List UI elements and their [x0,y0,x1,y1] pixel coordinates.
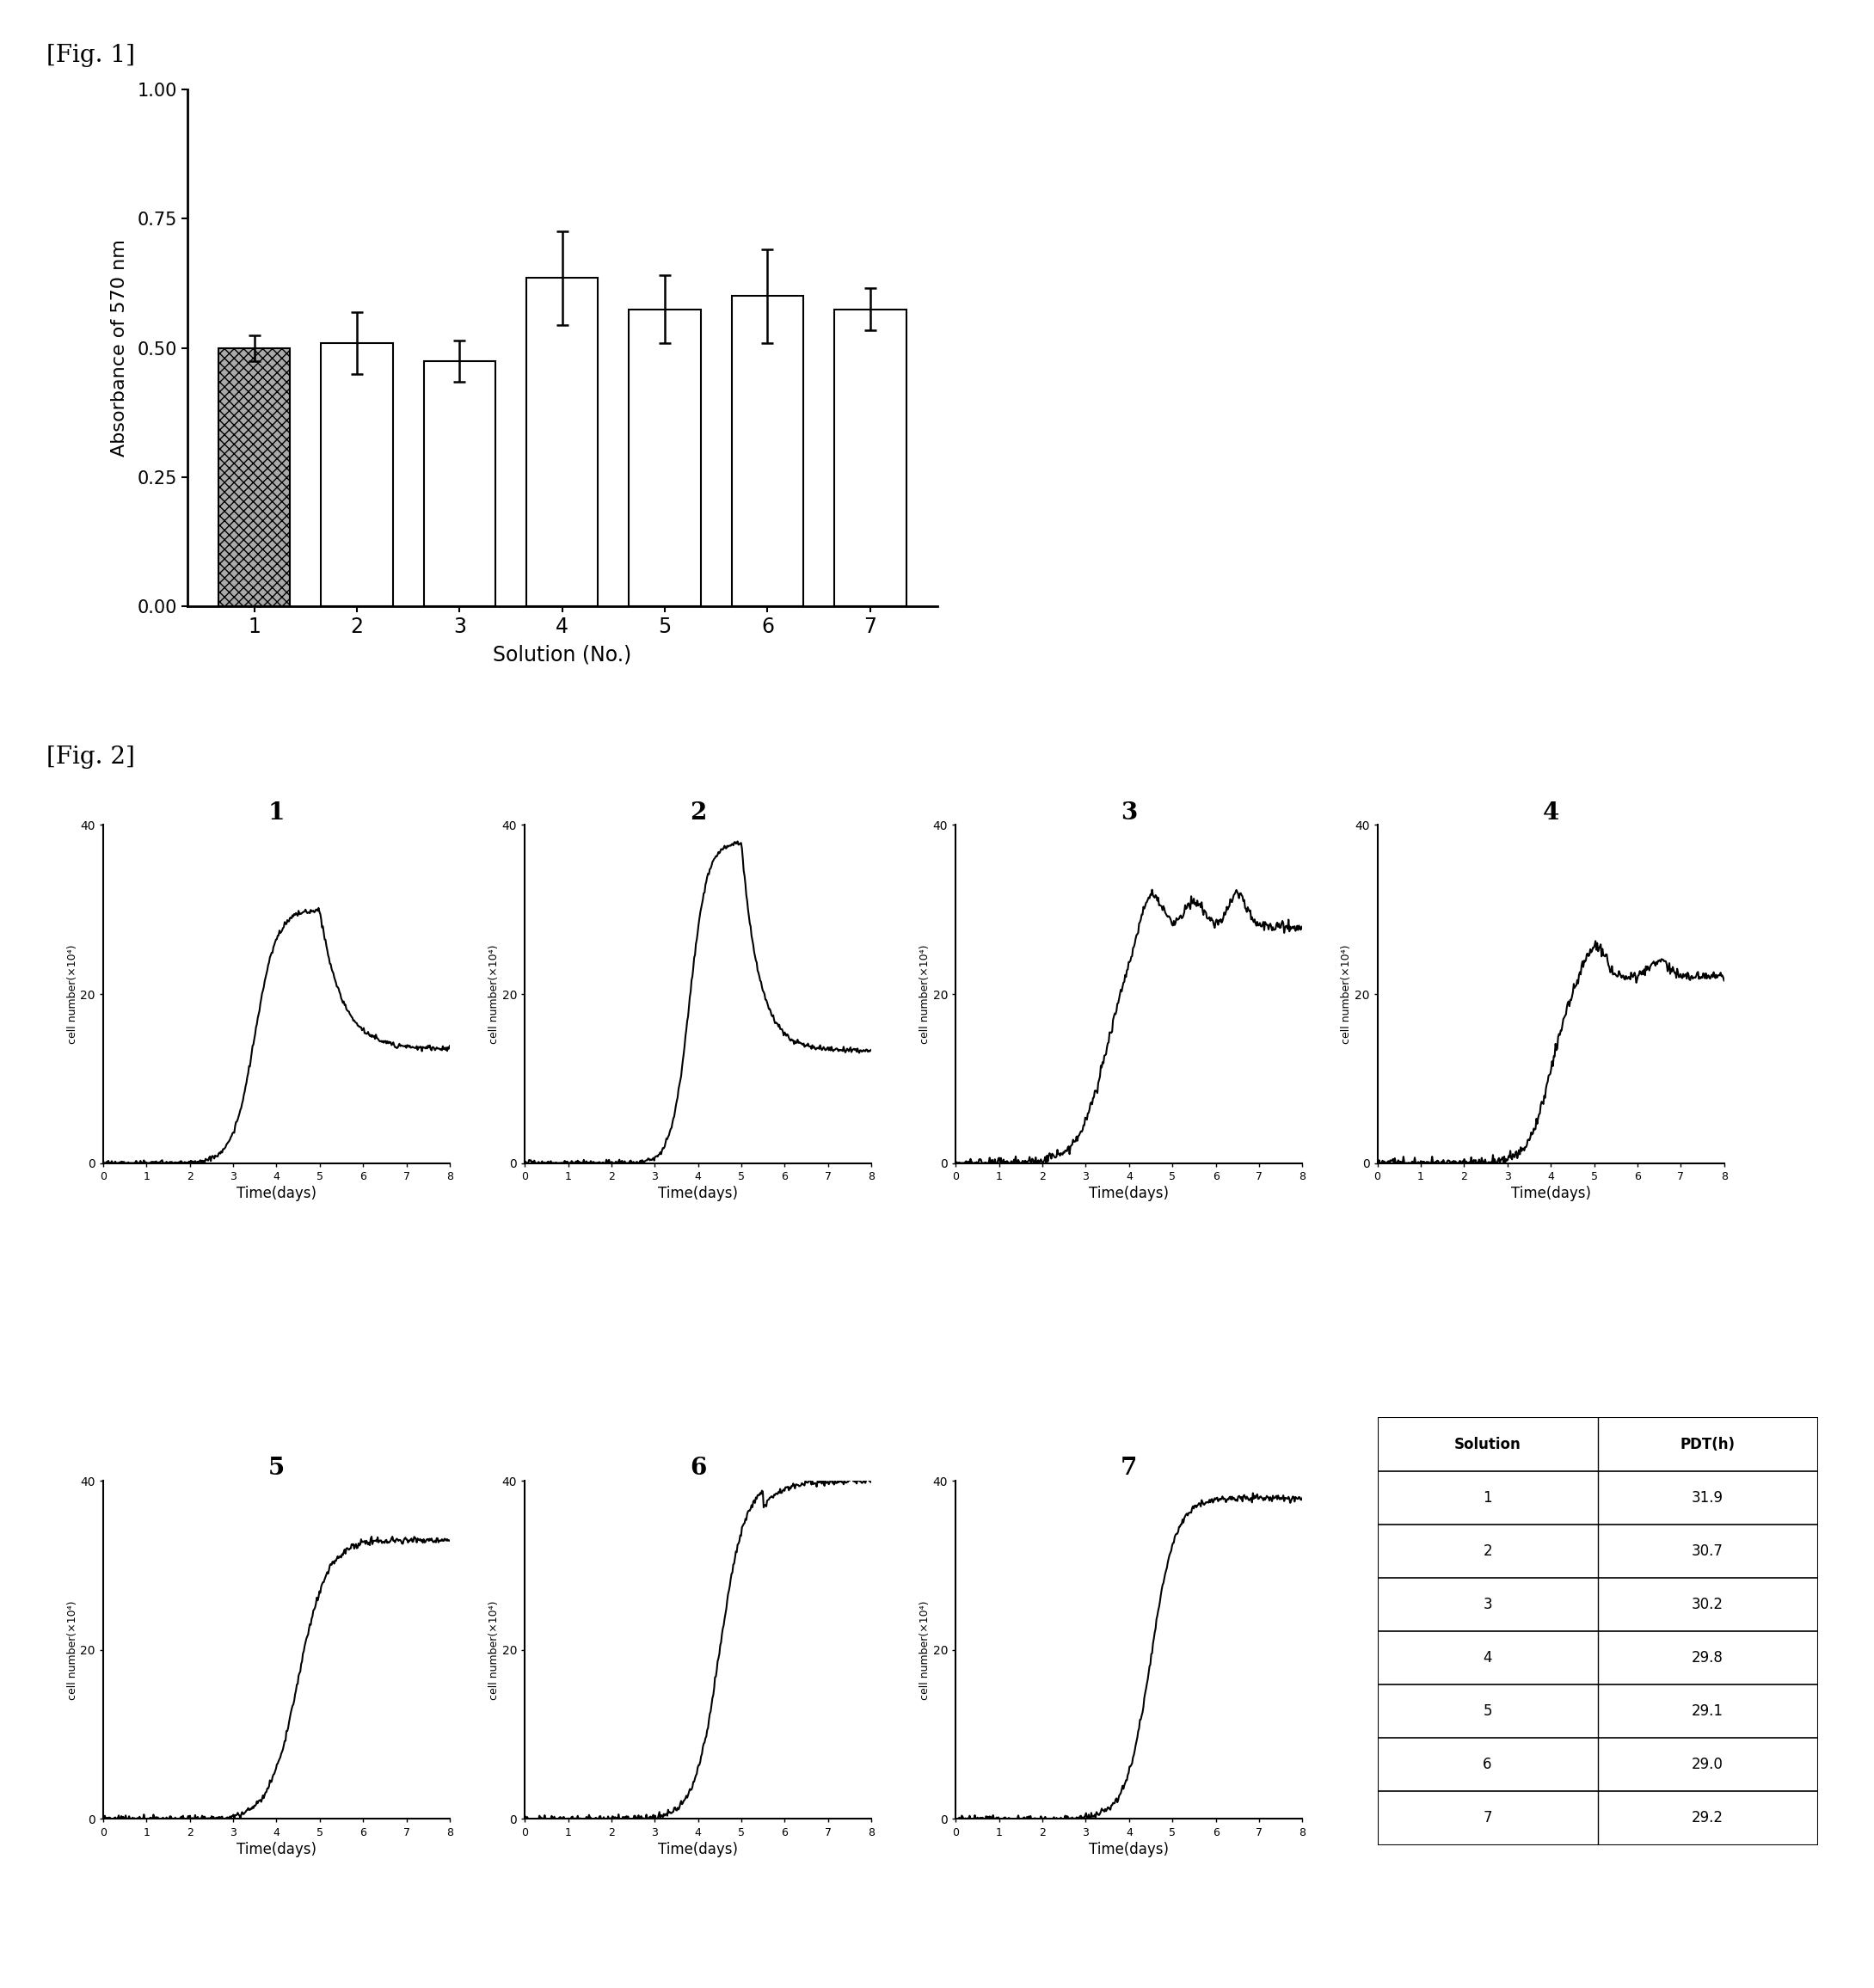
Text: [Fig. 2]: [Fig. 2] [47,746,135,769]
X-axis label: Time(days): Time(days) [236,1185,317,1201]
Y-axis label: cell number(×10⁴): cell number(×10⁴) [67,944,79,1044]
Title: 7: 7 [1121,1457,1138,1481]
X-axis label: Time(days): Time(days) [1089,1841,1169,1857]
Title: 3: 3 [1121,801,1138,825]
X-axis label: Time(days): Time(days) [658,1185,738,1201]
Y-axis label: cell number(×10⁴): cell number(×10⁴) [920,944,931,1044]
Text: 3: 3 [1482,1596,1492,1612]
Bar [320,342,394,606]
Text: 29.1: 29.1 [1692,1704,1724,1720]
Text: Solution: Solution [1454,1437,1522,1451]
Title: 2: 2 [690,801,706,825]
Y-axis label: cell number(×10⁴): cell number(×10⁴) [67,1600,79,1700]
Text: 7: 7 [1482,1811,1492,1825]
Bar [527,278,598,606]
Text: 6: 6 [1482,1757,1492,1773]
Text: 2: 2 [1482,1543,1492,1559]
Bar [630,308,701,606]
Y-axis label: Absorbance of 570 nm: Absorbance of 570 nm [111,239,127,457]
X-axis label: Time(days): Time(days) [1510,1185,1591,1201]
Text: 1: 1 [1482,1489,1492,1505]
Text: 30.2: 30.2 [1692,1596,1724,1612]
X-axis label: Solution (No.): Solution (No.) [493,644,632,664]
Y-axis label: cell number(×10⁴): cell number(×10⁴) [1342,944,1353,1044]
Title: 5: 5 [268,1457,285,1481]
Bar [731,296,804,606]
Text: 4: 4 [1482,1650,1492,1666]
Y-axis label: cell number(×10⁴): cell number(×10⁴) [920,1600,931,1700]
Y-axis label: cell number(×10⁴): cell number(×10⁴) [489,944,500,1044]
X-axis label: Time(days): Time(days) [236,1841,317,1857]
Title: 1: 1 [268,801,285,825]
Y-axis label: cell number(×10⁴): cell number(×10⁴) [489,1600,500,1700]
Bar [424,362,495,606]
Title: 4: 4 [1542,801,1559,825]
Text: PDT(h): PDT(h) [1681,1437,1735,1451]
Text: 29.8: 29.8 [1692,1650,1724,1666]
Text: 29.0: 29.0 [1692,1757,1724,1773]
X-axis label: Time(days): Time(days) [1089,1185,1169,1201]
Text: 31.9: 31.9 [1692,1489,1724,1505]
Bar [217,348,290,606]
Text: 5: 5 [1482,1704,1492,1720]
Bar [834,308,907,606]
Text: [Fig. 1]: [Fig. 1] [47,44,135,68]
X-axis label: Time(days): Time(days) [658,1841,738,1857]
Text: 29.2: 29.2 [1692,1811,1724,1825]
Text: 30.7: 30.7 [1692,1543,1724,1559]
Title: 6: 6 [690,1457,706,1481]
